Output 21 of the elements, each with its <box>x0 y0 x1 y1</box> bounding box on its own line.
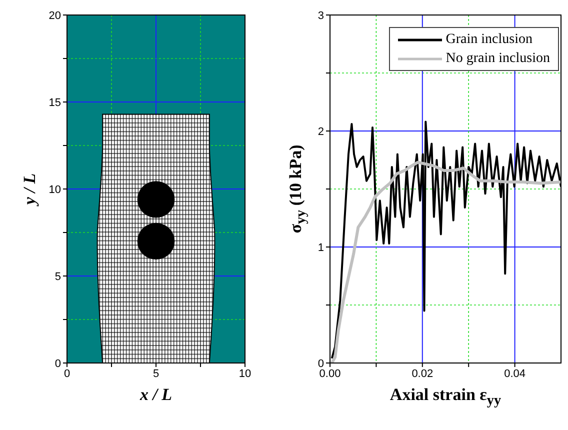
x-tick-label: 0.04 <box>504 368 526 380</box>
line-series <box>330 160 561 363</box>
y-tick-label: 0 <box>318 358 324 370</box>
legend-label: No grain inclusion <box>446 50 550 68</box>
y-tick-label: 1 <box>318 242 324 254</box>
y-tick-label: 10 <box>48 184 61 196</box>
x-tick-label: 5 <box>152 368 160 380</box>
x-axis-title: Axial strain ε$_{yy}$ <box>388 385 502 410</box>
y-axis-title: y / L <box>20 173 40 205</box>
x-tick-label: 0.02 <box>412 368 434 380</box>
x-axis-title: x / L <box>138 385 174 405</box>
y-tick-label: 3 <box>318 10 324 22</box>
y-tick-label: 0 <box>54 358 61 370</box>
x-tick-label: 0 <box>64 368 70 380</box>
x-tick-label: 0.00 <box>319 368 341 380</box>
x-tick-label: 10 <box>238 368 252 380</box>
y-tick-label: 2 <box>318 126 324 138</box>
y-tick-label: 5 <box>54 270 61 283</box>
y-tick-label: 20 <box>48 10 61 22</box>
y-tick-label: 15 <box>48 96 61 109</box>
legend-label: Grain inclusion <box>446 31 532 49</box>
